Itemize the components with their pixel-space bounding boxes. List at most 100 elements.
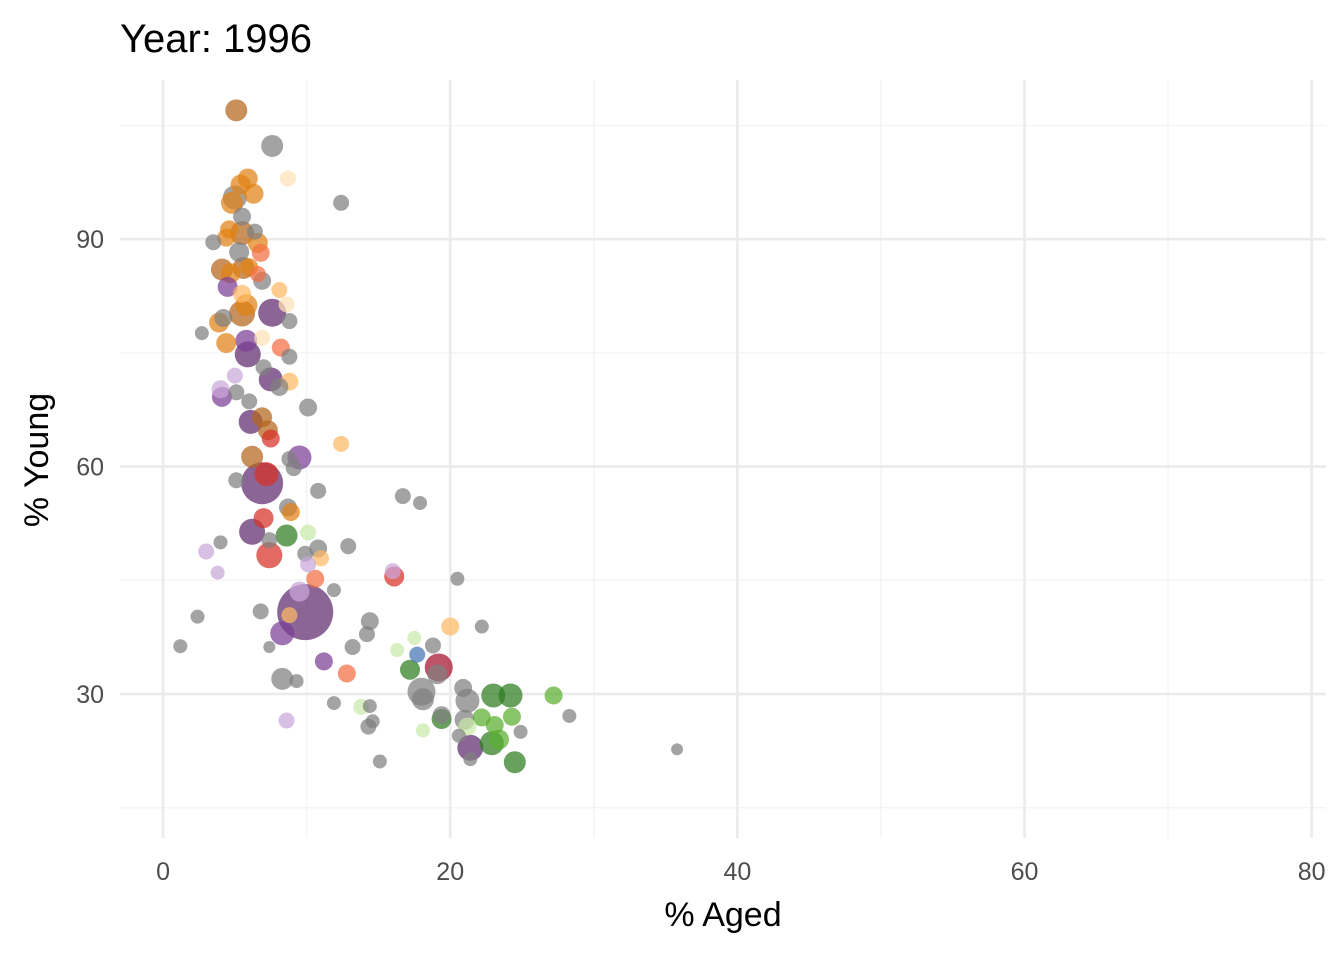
data-point [210,565,225,580]
data-point [246,223,263,240]
data-point [214,309,233,328]
data-point [358,626,375,643]
chart-title: Year: 1996 [120,17,312,61]
data-point [340,538,357,555]
x-axis-title: % Aged [664,896,781,934]
data-point [261,429,280,448]
data-point [253,508,274,529]
data-point [241,445,264,468]
data-point [216,333,237,354]
data-point [432,706,451,725]
data-point [261,134,284,157]
data-point [513,724,528,739]
x-tick-label: 0 [156,858,170,886]
data-point [271,667,294,690]
data-point [306,569,325,588]
data-point [411,688,434,711]
y-tick-label: 30 [76,681,104,709]
data-point [544,686,563,705]
data-point [326,583,341,598]
data-point [362,699,377,714]
data-point [289,581,310,602]
y-tick-label: 90 [76,226,104,254]
data-point [409,646,426,663]
data-point [213,535,228,550]
data-point [427,664,448,685]
x-tick-label: 20 [436,858,464,886]
data-point [390,643,405,658]
data-point [310,482,327,499]
data-point [256,542,283,569]
data-point [415,723,430,738]
data-point [263,640,276,653]
data-point [289,674,304,689]
data-point [451,728,466,743]
data-point [407,630,422,645]
data-point [281,503,300,522]
data-point [344,638,361,655]
y-tick-label: 60 [76,454,104,482]
x-tick-label: 40 [723,858,751,886]
data-point [255,359,272,376]
data-point [275,524,298,547]
data-point [457,734,484,761]
data-point [190,609,205,624]
data-point [228,472,245,489]
data-point [217,276,238,297]
data-point [278,712,295,729]
data-point [217,228,236,247]
data-point [502,707,521,726]
data-point [463,752,478,767]
data-point [299,398,318,417]
data-point [205,234,222,251]
data-point [281,348,298,365]
data-point [450,571,465,586]
data-point [211,380,230,399]
data-point [194,326,209,341]
data-point [229,242,250,263]
data-point [300,556,317,573]
data-point [233,207,252,226]
data-point [300,524,317,541]
data-point [254,462,279,487]
data-point [226,367,243,384]
data-point [326,696,341,711]
data-point [424,637,441,654]
data-point [498,683,523,708]
y-axis-title: % Young [18,393,56,527]
data-point [489,729,510,750]
x-axis-tick-labels: 0 20 40 60 80 [156,858,1325,886]
data-point [241,393,258,410]
data-point [225,99,248,122]
data-point [281,313,298,330]
data-point [254,329,271,346]
data-point [481,683,506,708]
data-point [474,619,489,634]
data-point [485,716,504,735]
data-point [251,243,270,262]
data-point [365,714,380,729]
data-point [441,617,460,636]
data-point [270,377,289,396]
data-point [235,329,258,352]
data-point [394,488,411,505]
data-point [400,659,421,680]
data-point [562,708,577,723]
data-point [220,191,243,214]
data-point [198,543,215,560]
data-point [333,435,350,452]
data-point [333,194,350,211]
data-point [278,296,295,313]
data-point [233,284,252,303]
data-point [372,754,387,769]
data-point [413,495,428,510]
data-point [314,652,333,671]
data-point [249,266,266,283]
x-tick-label: 60 [1011,858,1039,886]
data-point [270,621,295,646]
data-point [503,751,526,774]
data-point [271,281,288,298]
data-point [671,743,684,756]
